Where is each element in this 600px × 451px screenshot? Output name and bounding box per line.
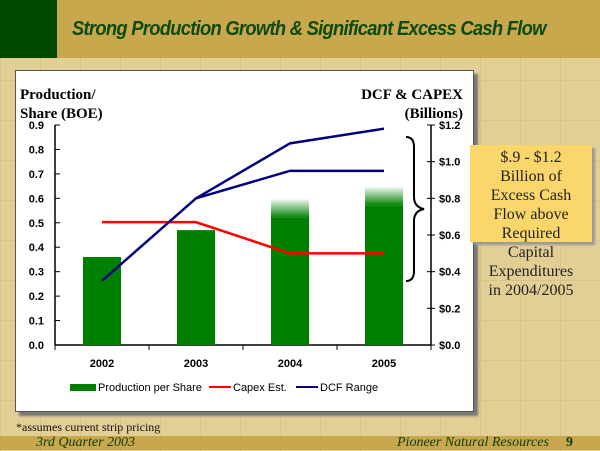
left-tick-label: 0.2: [29, 291, 44, 303]
right-axis-title-2: (Billions): [405, 106, 463, 122]
left-axis-title-1: Production/: [20, 87, 96, 103]
x-tick-label: 2002: [90, 358, 114, 370]
right-tick-label: $0.0: [439, 340, 460, 352]
bar: [365, 205, 403, 345]
bar: [83, 257, 121, 345]
callout-line: Billion of: [500, 168, 562, 185]
header-bar: [0, 0, 600, 58]
left-tick-label: 0.4: [29, 242, 45, 254]
dcf-high-line: [101, 127, 385, 282]
legend-swatch-production: [70, 384, 96, 391]
left-tick-label: 0.5: [29, 218, 44, 230]
callout-line: in 2004/2005: [488, 282, 574, 299]
callout-box: [470, 145, 592, 242]
right-tick-label: $1.2: [439, 120, 460, 132]
capex-line: [102, 220, 384, 255]
left-tick-label: 0.7: [29, 169, 44, 181]
left-axis-title-2: Share (BOE): [20, 106, 103, 122]
callout-line: Flow above: [493, 206, 569, 223]
footer-quarter: 3rd Quarter 2003: [36, 435, 136, 450]
footer-bar: [0, 436, 600, 450]
right-tick-label: $1.0: [439, 157, 460, 169]
callout-line: $.9 - $1.2: [500, 149, 562, 166]
left-tick-label: 0.1: [29, 316, 44, 328]
right-axis-title-1: DCF & CAPEX: [361, 87, 463, 103]
legend-label-production: Production per Share: [98, 382, 202, 394]
slide-title: Strong Production Growth & Significant E…: [72, 18, 546, 40]
right-tick-label: $0.4: [439, 267, 461, 279]
right-tick-label: $0.2: [439, 303, 460, 315]
chart: Production/ Share (BOE) DCF & CAPEX (Bil…: [20, 87, 463, 394]
left-tick-label: 0.8: [29, 144, 44, 156]
bar-fade: [271, 198, 309, 218]
x-tick-label: 2004: [278, 358, 303, 370]
bar-fade: [365, 186, 403, 206]
callout-line: Capital: [507, 244, 555, 261]
right-tick-label: $0.8: [439, 193, 460, 205]
legend: Production per Share Capex Est. DCF Rang…: [70, 382, 378, 394]
logo-block: [0, 0, 57, 58]
bar: [177, 230, 215, 345]
dcf-low-line: [195, 169, 384, 200]
legend-label-capex: Capex Est.: [233, 382, 287, 394]
x-tick-label: 2003: [184, 358, 208, 370]
callout-line: Excess Cash: [490, 187, 572, 204]
brace-icon: [405, 136, 425, 282]
page-number: 9: [566, 435, 573, 450]
callout-line: Required: [501, 225, 561, 242]
left-tick-label: 0.9: [29, 120, 44, 132]
bar: [271, 217, 309, 345]
left-tick-label: 0.6: [29, 193, 44, 205]
x-tick-label: 2005: [372, 358, 396, 370]
callout-line: Expenditures: [488, 263, 574, 280]
callout-text: $.9 - $1.2 Billion of Excess Cash Flow a…: [470, 148, 592, 300]
left-tick-label: 0.0: [29, 340, 44, 352]
chart-panel: Production/ Share (BOE) DCF & CAPEX (Bil…: [15, 70, 474, 412]
right-tick-label: $0.6: [439, 230, 460, 242]
legend-label-dcf: DCF Range: [320, 382, 378, 394]
footnote: *assumes current strip pricing: [16, 420, 161, 434]
left-tick-label: 0.3: [29, 267, 44, 279]
footer-company: Pioneer Natural Resources: [397, 435, 549, 450]
